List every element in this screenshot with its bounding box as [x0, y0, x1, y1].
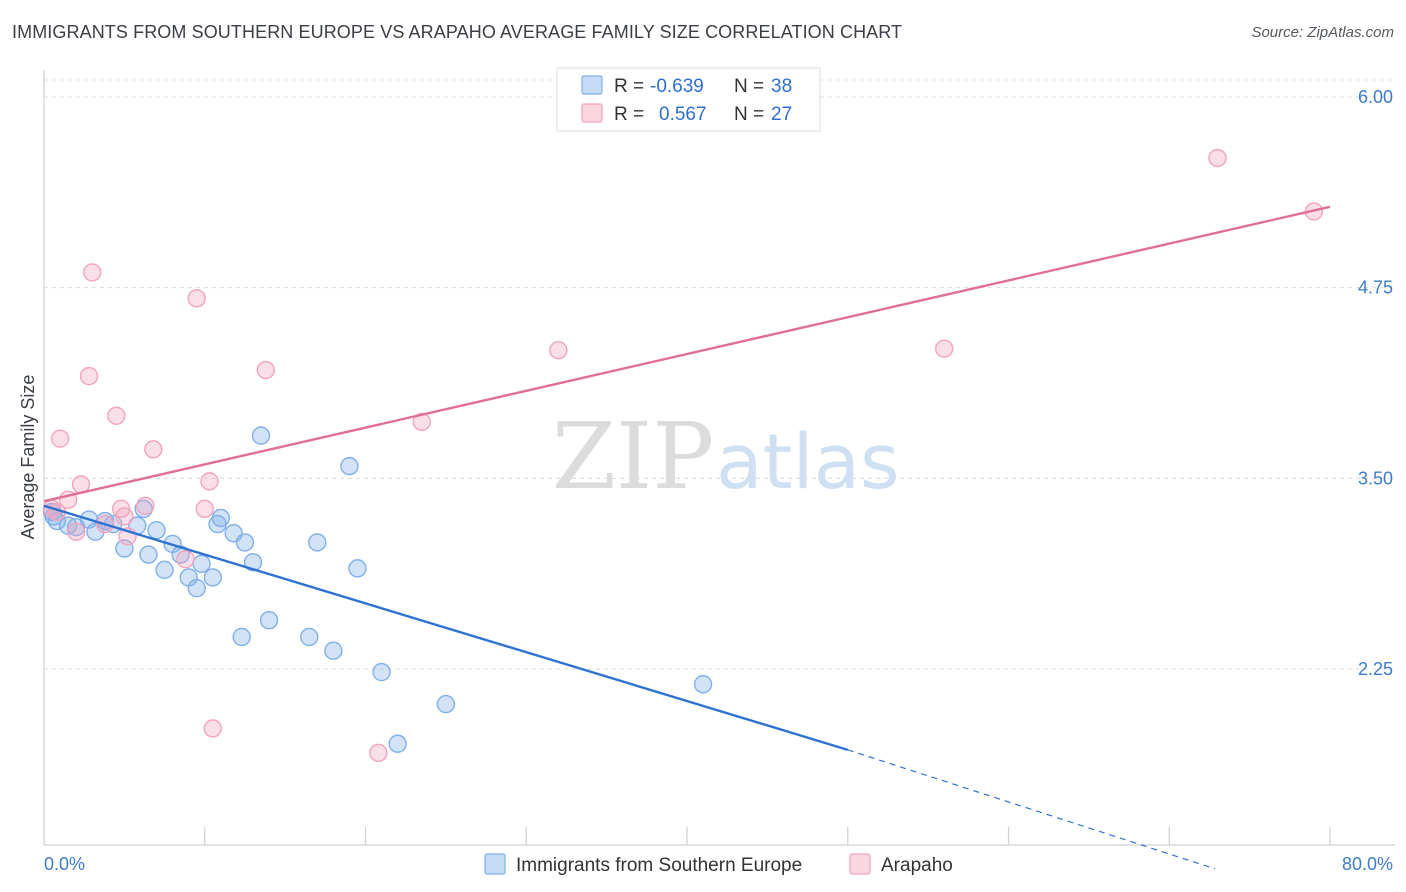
point-arapaho: [83, 263, 102, 282]
point-arapaho: [115, 507, 134, 526]
trend-line-southern-europe: [43, 504, 849, 751]
point-southern-europe: [139, 545, 158, 564]
point-southern-europe: [211, 508, 231, 528]
watermark-atlas: atlas: [716, 417, 900, 506]
y-axis-label: Average Family Size: [18, 375, 38, 540]
watermark: ZIP atlas: [552, 403, 900, 510]
legend-r-value-1: -0.639: [650, 76, 704, 97]
bottom-legend: Immigrants from Southern Europe Arapaho: [484, 853, 953, 876]
legend-n-value-2: 27: [771, 104, 792, 125]
point-southern-europe: [436, 694, 456, 714]
legend-r-label-1: R =: [614, 76, 644, 97]
point-arapaho: [107, 406, 126, 425]
point-southern-europe: [259, 610, 279, 630]
point-southern-europe: [308, 533, 327, 552]
legend-swatch-pink: [581, 103, 603, 123]
point-arapaho: [200, 472, 219, 491]
point-southern-europe: [232, 627, 251, 647]
bottom-legend-swatch-blue: [484, 853, 506, 875]
watermark-zip: ZIP: [552, 403, 714, 510]
legend-n-label-2: N =: [734, 104, 764, 125]
point-arapaho: [1208, 148, 1227, 168]
top-legend: R = -0.639 N = 38 R = 0.567 N = 27: [556, 67, 821, 132]
y-tick-label: 6.00: [1358, 87, 1393, 107]
x-tick-label: 80.0%: [1342, 854, 1393, 874]
point-arapaho: [66, 522, 86, 541]
point-southern-europe: [251, 426, 271, 445]
point-arapaho: [176, 549, 195, 569]
point-southern-europe: [187, 578, 206, 598]
point-southern-europe: [388, 734, 407, 753]
y-tick-labels: 2.25 3.50 4.75 6.00: [1358, 87, 1393, 679]
point-southern-europe: [155, 560, 174, 580]
point-southern-europe: [147, 520, 166, 540]
point-southern-europe: [693, 675, 713, 694]
data-points: [42, 148, 1324, 763]
legend-swatch-blue: [581, 75, 603, 95]
trend-lines: [43, 205, 1331, 870]
legend-n-label-1: N =: [734, 76, 764, 97]
point-arapaho: [187, 289, 206, 308]
bottom-legend-label-2: Arapaho: [881, 855, 953, 876]
point-arapaho: [136, 496, 155, 515]
point-southern-europe: [235, 533, 255, 552]
point-southern-europe: [348, 559, 367, 578]
grid-lines: [44, 79, 1395, 670]
top-legend-box: [556, 67, 821, 132]
point-southern-europe: [324, 641, 343, 660]
point-southern-europe: [203, 568, 222, 587]
trend-line-arapaho: [43, 205, 1331, 503]
point-southern-europe: [300, 627, 319, 647]
point-arapaho: [79, 366, 99, 386]
point-arapaho: [369, 743, 388, 763]
point-arapaho: [144, 440, 163, 459]
trend-line-southern-europe-extension: [847, 749, 1216, 870]
x-tick-labels: 0.0% 80.0%: [44, 854, 1393, 874]
point-southern-europe: [192, 554, 211, 573]
bottom-legend-label-1: Immigrants from Southern Europe: [516, 855, 802, 876]
point-arapaho: [203, 719, 222, 738]
point-southern-europe: [134, 499, 153, 519]
legend-n-value-1: 38: [771, 76, 792, 97]
point-arapaho: [256, 360, 276, 380]
point-arapaho: [549, 341, 568, 360]
legend-r-value-2: 0.567: [659, 104, 707, 125]
bottom-legend-swatch-pink: [849, 853, 871, 875]
point-arapaho: [195, 499, 214, 519]
x-tick-marks: [204, 827, 1331, 845]
y-tick-label: 2.25: [1358, 659, 1393, 679]
point-arapaho: [935, 339, 954, 358]
x-tick-label: 0.0%: [44, 854, 85, 874]
point-arapaho: [50, 429, 70, 448]
point-southern-europe: [243, 553, 263, 572]
point-southern-europe: [372, 662, 391, 682]
y-tick-label: 4.75: [1358, 278, 1393, 298]
point-southern-europe: [340, 456, 359, 476]
y-tick-label: 3.50: [1358, 468, 1393, 488]
source-credit: Source: ZipAtlas.com: [1251, 24, 1394, 41]
point-arapaho: [412, 412, 431, 432]
legend-r-label-2: R =: [614, 104, 644, 125]
chart-title: IMMIGRANTS FROM SOUTHERN EUROPE VS ARAPA…: [12, 22, 903, 42]
